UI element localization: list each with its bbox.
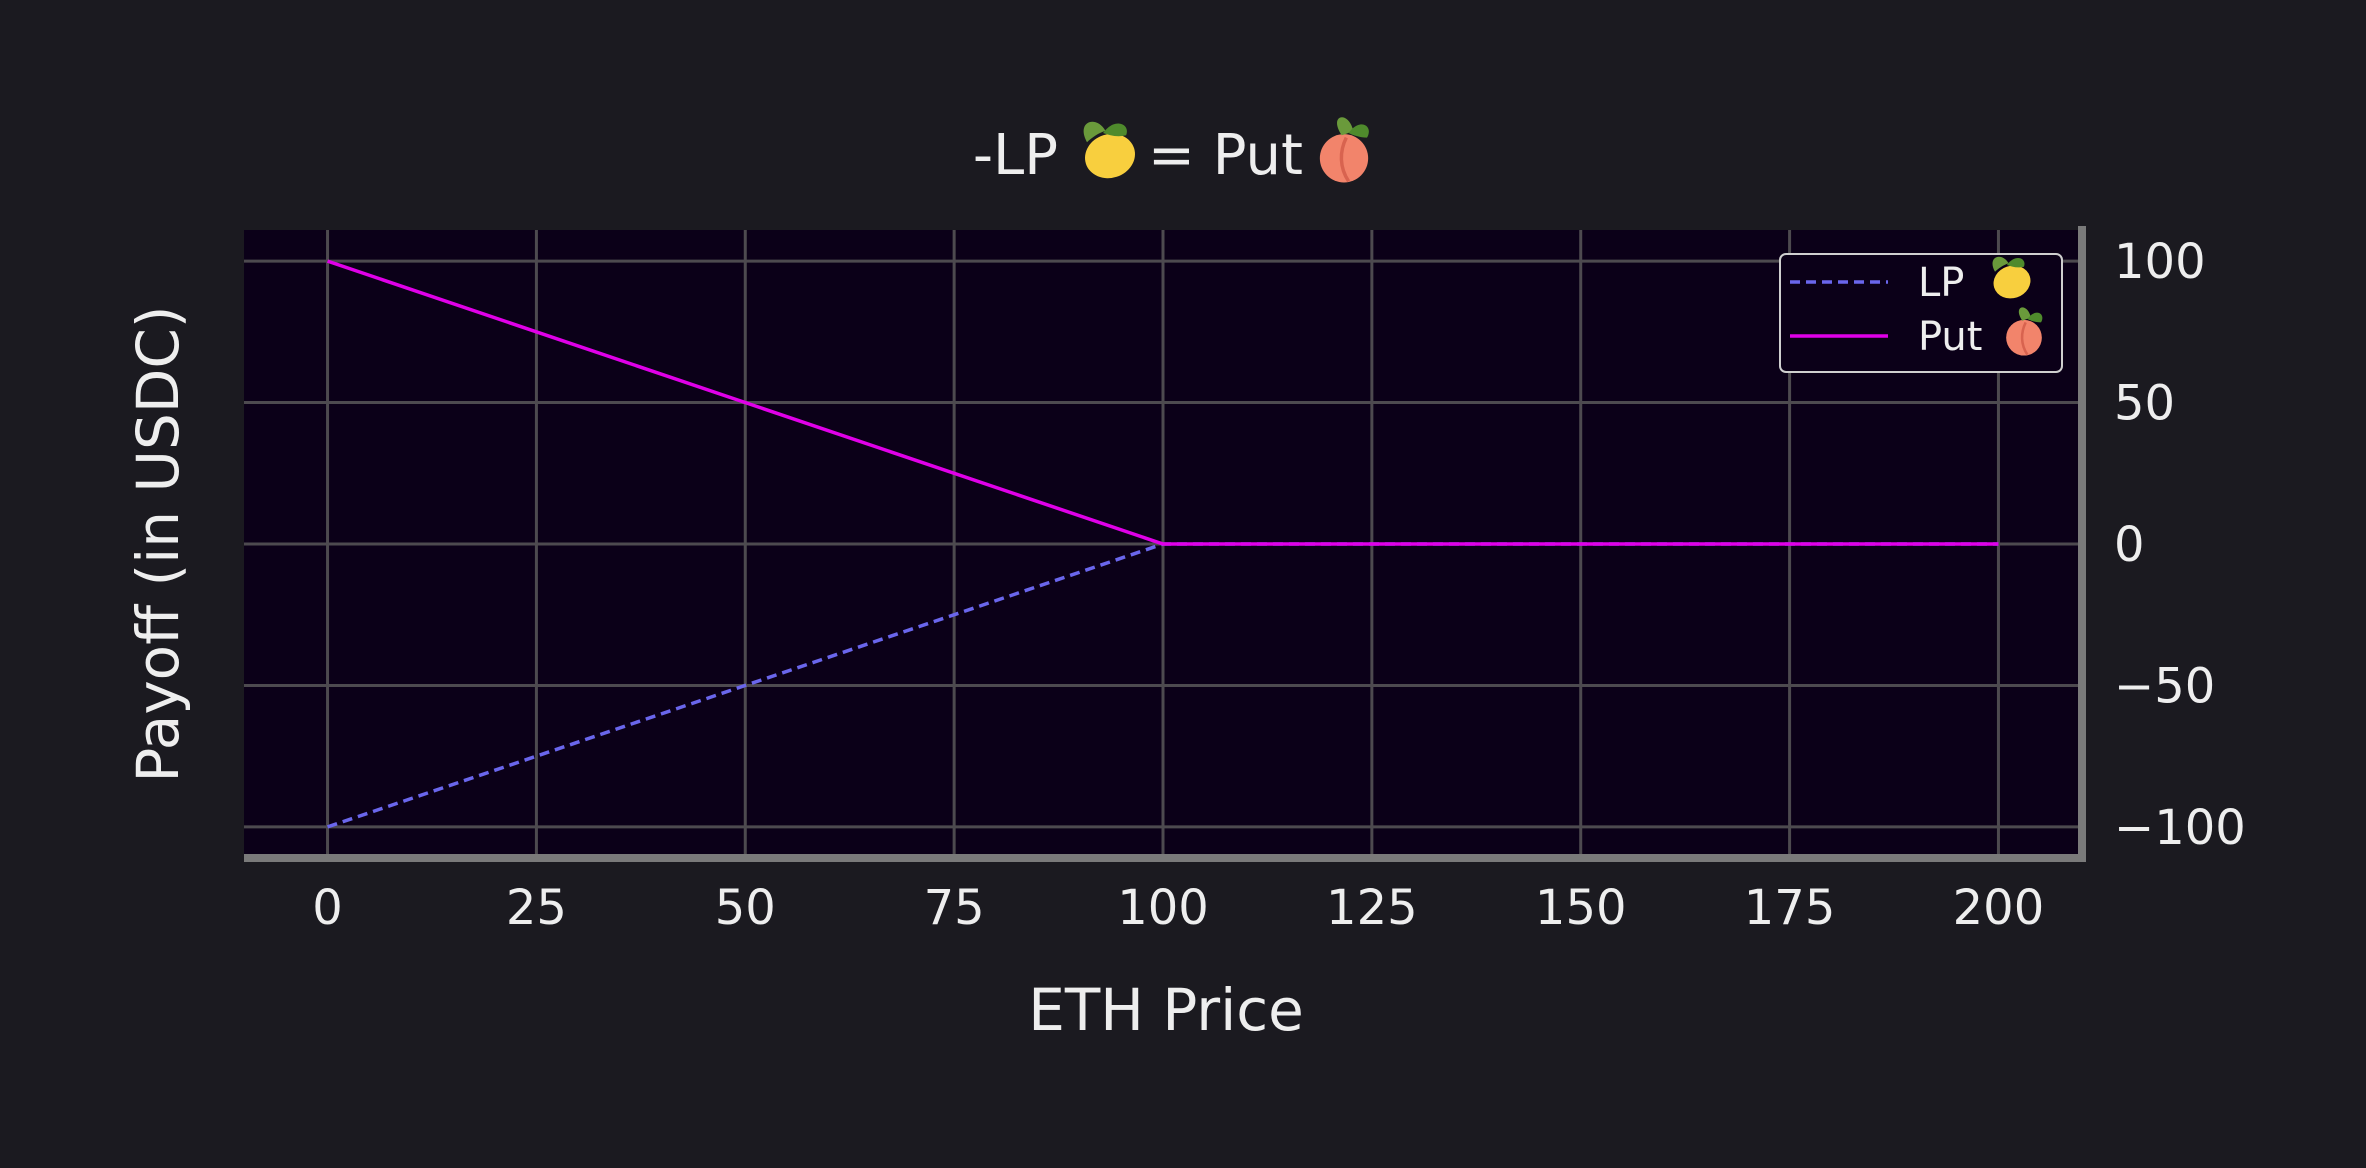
peach-crease	[2020, 321, 2029, 356]
legend: LP Put	[1779, 253, 2063, 373]
title-peach-icon	[1319, 117, 1369, 183]
lemon-leaf	[1992, 256, 2009, 272]
peach-leaf	[1337, 117, 1354, 136]
peach-leaf-2	[1348, 124, 1369, 138]
y-tick-label: 50	[2114, 376, 2175, 432]
x-tick-label: 175	[1744, 880, 1836, 936]
y-tick-label: −100	[2114, 800, 2246, 856]
lemon-leaf-2	[1103, 123, 1127, 137]
x-tick-label: 125	[1326, 880, 1418, 936]
y-tick-label: 0	[2114, 517, 2145, 573]
peach-leaf	[2018, 307, 2031, 321]
peach-leaf-2	[2027, 312, 2043, 323]
title-middle: = Put	[1148, 123, 1303, 188]
peach-crease	[1339, 136, 1351, 183]
y-axis-label: Payoff (in USDC)	[124, 305, 192, 782]
peach-body	[2006, 319, 2042, 356]
series-line-put	[326, 259, 1999, 546]
x-tick-label: 200	[1953, 880, 2045, 936]
title-lemon-icon	[1083, 121, 1135, 179]
legend-label-lp: LP	[1918, 260, 1964, 306]
x-tick-label: 50	[715, 880, 776, 936]
x-tick-label: 100	[1117, 880, 1209, 936]
lemon-body	[1085, 133, 1135, 179]
x-tick-label: 0	[312, 880, 343, 936]
legend-lemon-icon	[1992, 256, 2031, 299]
x-tick-label: 150	[1535, 880, 1627, 936]
y-tick-label: −50	[2114, 658, 2215, 714]
y-tick-label: 100	[2114, 234, 2206, 290]
title-prefix: -LP	[973, 123, 1058, 188]
x-tick-label: 75	[924, 880, 985, 936]
x-axis-label: ETH Price	[1028, 976, 1304, 1044]
legend-box	[1779, 253, 2063, 373]
legend-peach-icon	[2006, 307, 2043, 356]
lemon-body	[1993, 265, 2031, 299]
chart-title: -LP = Put	[973, 117, 1369, 188]
peach-body	[1319, 134, 1369, 183]
x-tick-label: 25	[506, 880, 567, 936]
lemon-leaf	[1083, 121, 1106, 143]
lemon-leaf-2	[2006, 257, 2025, 268]
legend-label-put: Put	[1918, 314, 1982, 360]
